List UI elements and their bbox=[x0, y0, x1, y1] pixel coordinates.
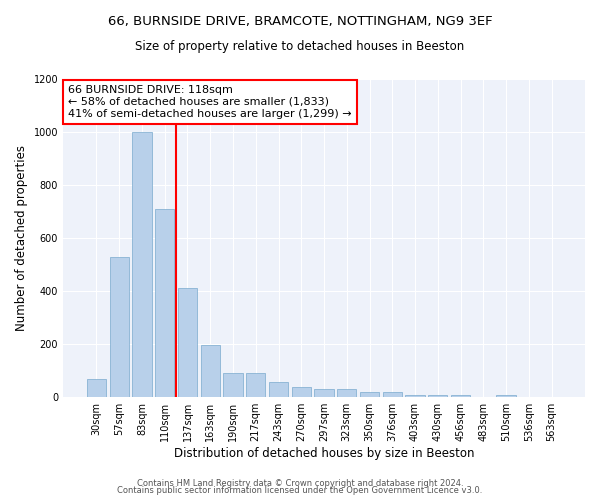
Bar bbox=[178, 288, 197, 397]
Bar bbox=[155, 209, 175, 397]
Bar bbox=[87, 379, 106, 397]
Text: 66, BURNSIDE DRIVE, BRAMCOTE, NOTTINGHAM, NG9 3EF: 66, BURNSIDE DRIVE, BRAMCOTE, NOTTINGHAM… bbox=[107, 15, 493, 28]
Bar bbox=[132, 132, 152, 397]
Bar bbox=[360, 392, 379, 397]
Bar bbox=[292, 386, 311, 397]
Bar bbox=[314, 388, 334, 397]
Bar bbox=[451, 394, 470, 397]
Bar bbox=[269, 382, 288, 397]
Text: Contains public sector information licensed under the Open Government Licence v3: Contains public sector information licen… bbox=[118, 486, 482, 495]
Bar bbox=[406, 394, 425, 397]
Bar bbox=[428, 394, 448, 397]
Bar bbox=[337, 388, 356, 397]
Text: Contains HM Land Registry data © Crown copyright and database right 2024.: Contains HM Land Registry data © Crown c… bbox=[137, 478, 463, 488]
Bar bbox=[383, 392, 402, 397]
Bar bbox=[246, 374, 265, 397]
Bar bbox=[223, 374, 242, 397]
Y-axis label: Number of detached properties: Number of detached properties bbox=[15, 145, 28, 331]
X-axis label: Distribution of detached houses by size in Beeston: Distribution of detached houses by size … bbox=[174, 447, 474, 460]
Bar bbox=[496, 394, 516, 397]
Bar bbox=[200, 345, 220, 397]
Text: 66 BURNSIDE DRIVE: 118sqm
← 58% of detached houses are smaller (1,833)
41% of se: 66 BURNSIDE DRIVE: 118sqm ← 58% of detac… bbox=[68, 86, 352, 118]
Text: Size of property relative to detached houses in Beeston: Size of property relative to detached ho… bbox=[136, 40, 464, 53]
Bar bbox=[110, 258, 129, 397]
